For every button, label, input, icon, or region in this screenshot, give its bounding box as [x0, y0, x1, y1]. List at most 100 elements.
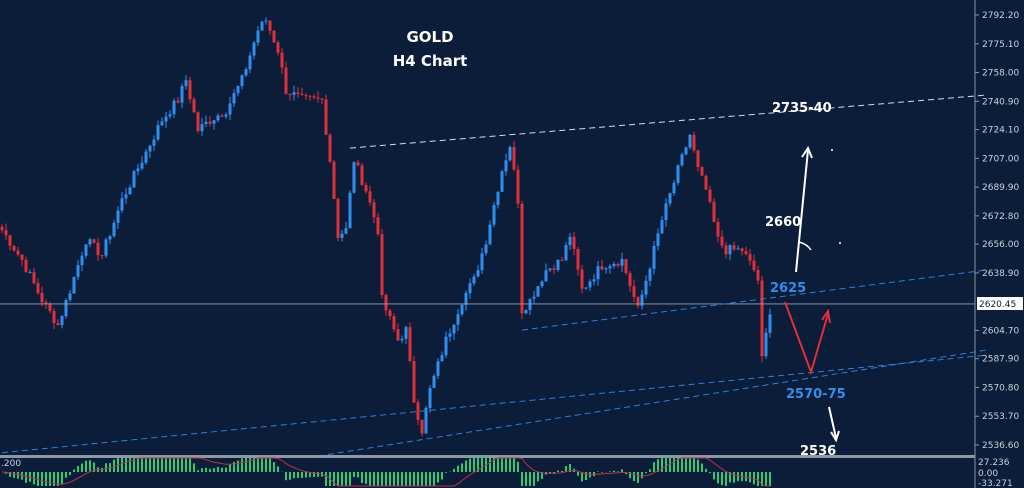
candle	[272, 30, 276, 43]
candle	[576, 249, 580, 270]
candle	[216, 115, 220, 121]
candle	[372, 202, 376, 218]
candle	[320, 98, 324, 100]
macd-bar	[537, 472, 539, 482]
candle	[296, 92, 300, 94]
candle	[200, 124, 204, 132]
candle	[376, 217, 380, 235]
candle	[208, 121, 212, 124]
macd-bar	[501, 458, 503, 472]
macd-bar	[457, 465, 459, 472]
candle	[592, 279, 596, 282]
macd-bar	[477, 458, 479, 472]
candle	[660, 220, 664, 234]
macd-bar	[673, 458, 675, 472]
candle	[596, 266, 600, 280]
candles	[0, 17, 772, 437]
candle	[732, 245, 736, 250]
macd-bar	[161, 458, 163, 472]
candle	[256, 30, 260, 43]
candle	[4, 230, 8, 236]
candle	[684, 147, 688, 155]
candle	[748, 254, 752, 261]
macd-bar	[137, 458, 139, 472]
y-tick-label: 2707.00	[982, 154, 1019, 164]
macd-bar	[469, 458, 471, 472]
candle	[448, 333, 452, 337]
candle	[108, 236, 112, 240]
macd-bar	[9, 472, 11, 477]
macd-bar	[173, 458, 175, 472]
candle	[116, 210, 120, 223]
macd-bar	[453, 468, 455, 472]
candle	[24, 259, 28, 273]
candle	[188, 80, 192, 100]
white-up-arrow	[795, 149, 809, 273]
macd-bar	[521, 472, 523, 486]
macd-bar	[513, 458, 515, 472]
macd-bar	[73, 469, 75, 472]
panel-divider	[0, 455, 975, 458]
macd-bar	[717, 472, 719, 484]
candle	[180, 86, 184, 103]
macd-bar	[157, 458, 159, 472]
label-2570-75: 2570-75	[786, 387, 846, 402]
macd-bar	[385, 472, 387, 486]
macd-panel	[1, 457, 771, 487]
candle	[760, 280, 764, 357]
candle	[664, 203, 668, 221]
candle	[476, 270, 480, 277]
candle	[604, 268, 608, 270]
macd-bar	[277, 466, 279, 472]
candle	[680, 154, 684, 166]
candle	[312, 96, 316, 98]
candle	[528, 298, 532, 310]
macd-bar	[381, 472, 383, 486]
macd-bottom-label: -33.271	[978, 479, 1013, 488]
candle	[508, 147, 512, 161]
candle	[68, 293, 72, 300]
candle	[424, 407, 428, 434]
candle	[344, 228, 348, 234]
macd-bar	[401, 472, 403, 486]
candle	[88, 239, 92, 245]
candle	[612, 263, 616, 267]
macd-bar	[289, 472, 291, 480]
macd-bar	[217, 466, 219, 472]
macd-bar	[325, 472, 327, 486]
macd-bar	[725, 472, 727, 486]
candle	[112, 222, 116, 237]
macd-bar	[681, 458, 683, 472]
macd-bar	[81, 463, 83, 472]
macd-bar	[481, 458, 483, 472]
macd-bar	[413, 472, 415, 486]
macd-signal-line	[1, 457, 770, 487]
red-path-arrow	[784, 301, 829, 376]
candle	[640, 294, 644, 306]
chart-subtitle: H4 Chart	[393, 52, 468, 70]
macd-bar	[429, 472, 431, 486]
macd-bar	[497, 458, 499, 472]
candle	[560, 259, 564, 261]
candle	[100, 255, 104, 257]
macd-bar	[561, 470, 563, 472]
macd-bar	[697, 459, 699, 472]
candle	[348, 192, 352, 229]
candle	[716, 221, 720, 237]
candle	[480, 253, 484, 271]
candle	[412, 361, 416, 403]
white-down-arrow	[828, 406, 837, 439]
candle	[624, 258, 628, 274]
current-price: 2620.45	[979, 300, 1016, 310]
y-tick-label: 2656.00	[982, 240, 1019, 250]
candle	[60, 316, 64, 326]
macd-bar	[733, 472, 735, 483]
macd-bar	[705, 468, 707, 472]
candle	[264, 20, 268, 22]
macd-bar	[653, 462, 655, 472]
macd-bar	[377, 472, 379, 486]
candle	[172, 100, 176, 115]
candle	[704, 175, 708, 190]
macd-bar	[113, 459, 115, 472]
candle	[364, 184, 368, 192]
